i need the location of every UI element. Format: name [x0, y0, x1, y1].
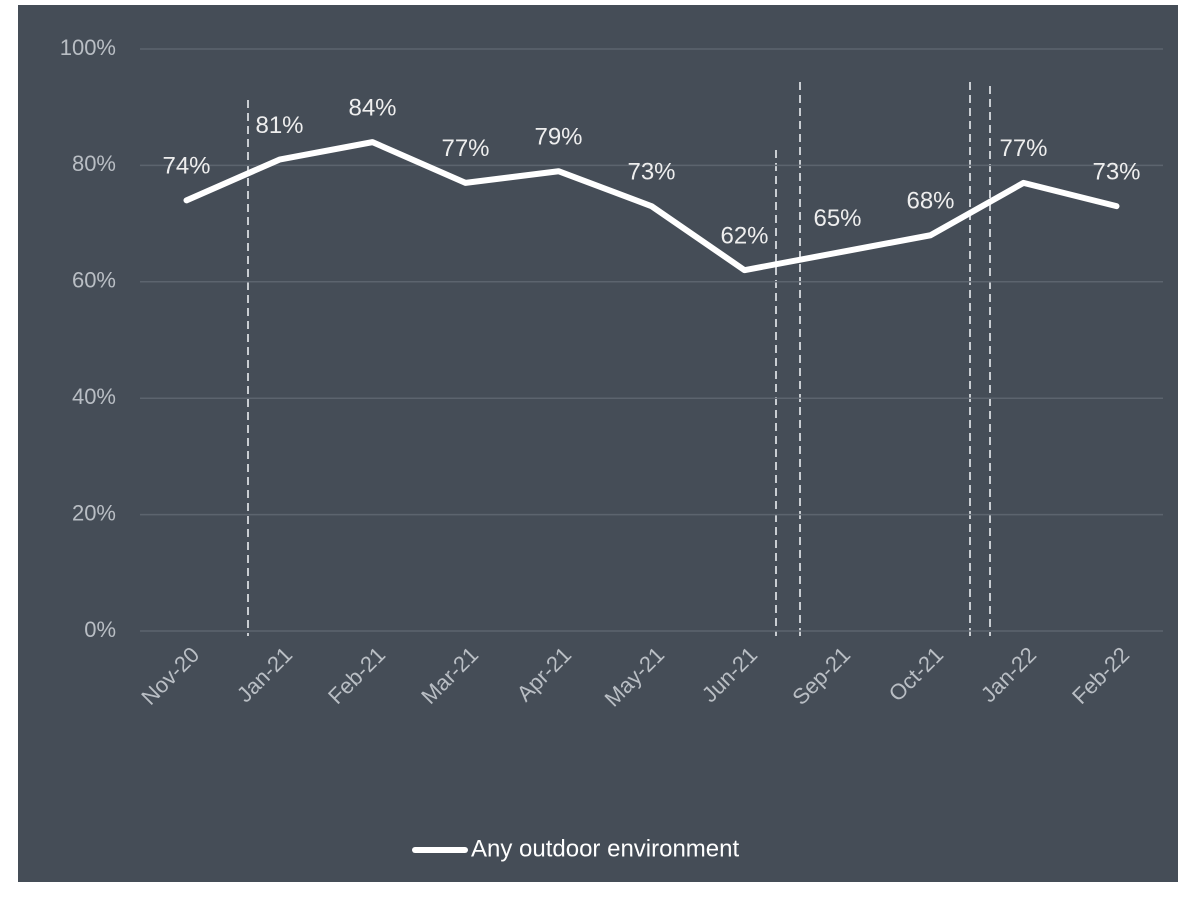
data-label: 81% — [255, 112, 303, 139]
chart-background — [18, 5, 1178, 882]
data-label: 77% — [441, 135, 489, 162]
y-tick-label: 100% — [60, 35, 116, 60]
data-label: 74% — [162, 153, 210, 180]
data-label: 73% — [1092, 158, 1140, 185]
data-label: 62% — [720, 223, 768, 250]
y-tick-label: 40% — [72, 384, 116, 409]
data-label: 79% — [534, 124, 582, 151]
y-tick-label: 0% — [84, 617, 116, 642]
y-tick-label: 20% — [72, 500, 116, 525]
y-tick-label: 80% — [72, 151, 116, 176]
data-label: 77% — [999, 135, 1047, 162]
series-line — [183, 139, 1120, 274]
y-tick-label: 60% — [72, 268, 116, 293]
data-label: 73% — [627, 158, 675, 185]
data-label: 84% — [348, 94, 396, 121]
data-label: 65% — [813, 205, 861, 232]
period-separators — [247, 82, 991, 636]
data-label: 68% — [906, 188, 954, 215]
legend-label: Any outdoor environment — [471, 835, 739, 862]
